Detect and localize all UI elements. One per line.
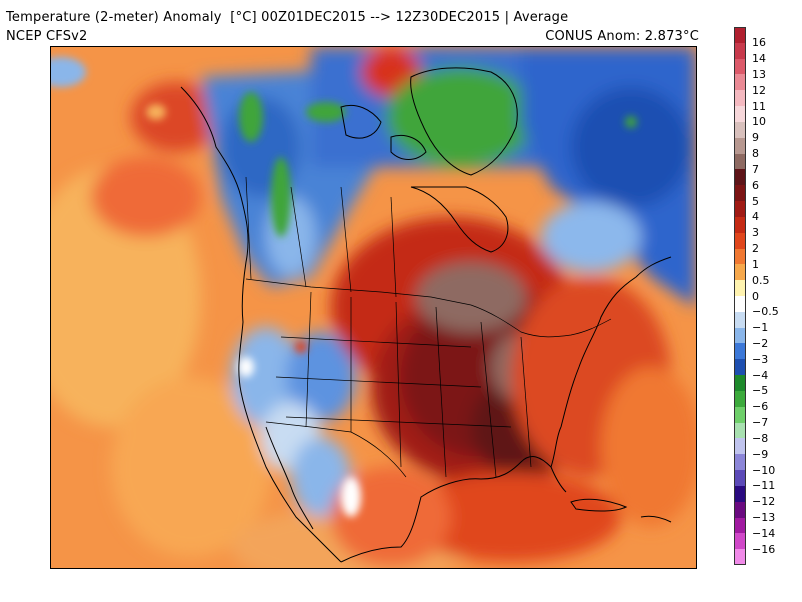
colorbar-label: 11	[752, 99, 766, 113]
colorbar-label: −4	[752, 368, 769, 382]
colorbar-label: 9	[752, 131, 759, 145]
colorbar-label: −14	[752, 526, 776, 540]
anomaly-detail-field	[51, 57, 637, 517]
colorbar-label: −13	[752, 511, 776, 525]
colorbar-label: −3	[752, 352, 769, 366]
colorbar-label: −6	[752, 400, 769, 414]
colorbar-label: 4	[752, 210, 759, 224]
colorbar-frame	[734, 27, 746, 565]
colorbar-label: −2	[752, 336, 769, 350]
model-label: NCEP CFSv2	[6, 29, 88, 44]
colorbar-label: 12	[752, 83, 766, 97]
colorbar-label: −8	[752, 431, 769, 445]
colorbar-label: 2	[752, 242, 759, 256]
colorbar-label: 0	[752, 289, 759, 303]
colorbar-label: 10	[752, 115, 766, 129]
colorbar-label: −5	[752, 384, 769, 398]
anomaly-field	[51, 47, 696, 568]
conus-anomaly-label: CONUS Anom: 2.873°C	[545, 29, 699, 44]
colorbar-label: 8	[752, 147, 759, 161]
colorbar-label: 5	[752, 194, 759, 208]
colorbar-label: 16	[752, 36, 766, 50]
colorbar-label: −12	[752, 495, 776, 509]
colorbar-label: −16	[752, 542, 776, 556]
colorbar-label: 14	[752, 52, 766, 66]
colorbar-label: 7	[752, 162, 759, 176]
colorbar-label: 13	[752, 67, 766, 81]
colorbar-label: −0.5	[752, 305, 779, 319]
map-title: Temperature (2-meter) Anomaly [°C] 00Z01…	[6, 10, 569, 25]
colorbar-label: −10	[752, 463, 776, 477]
colorbar-label: −9	[752, 447, 769, 461]
coastline-outline	[180, 67, 672, 563]
colorbar-label: 0.5	[752, 273, 770, 287]
political-borders	[245, 176, 612, 478]
colorbar-label: 3	[752, 226, 759, 240]
colorbar-label: −1	[752, 321, 769, 335]
colorbar-label: 1	[752, 257, 759, 271]
colorbar-label: −7	[752, 416, 769, 430]
temperature-anomaly-map	[50, 46, 697, 569]
colorbar-label: 6	[752, 178, 759, 192]
colorbar-label: −11	[752, 479, 776, 493]
